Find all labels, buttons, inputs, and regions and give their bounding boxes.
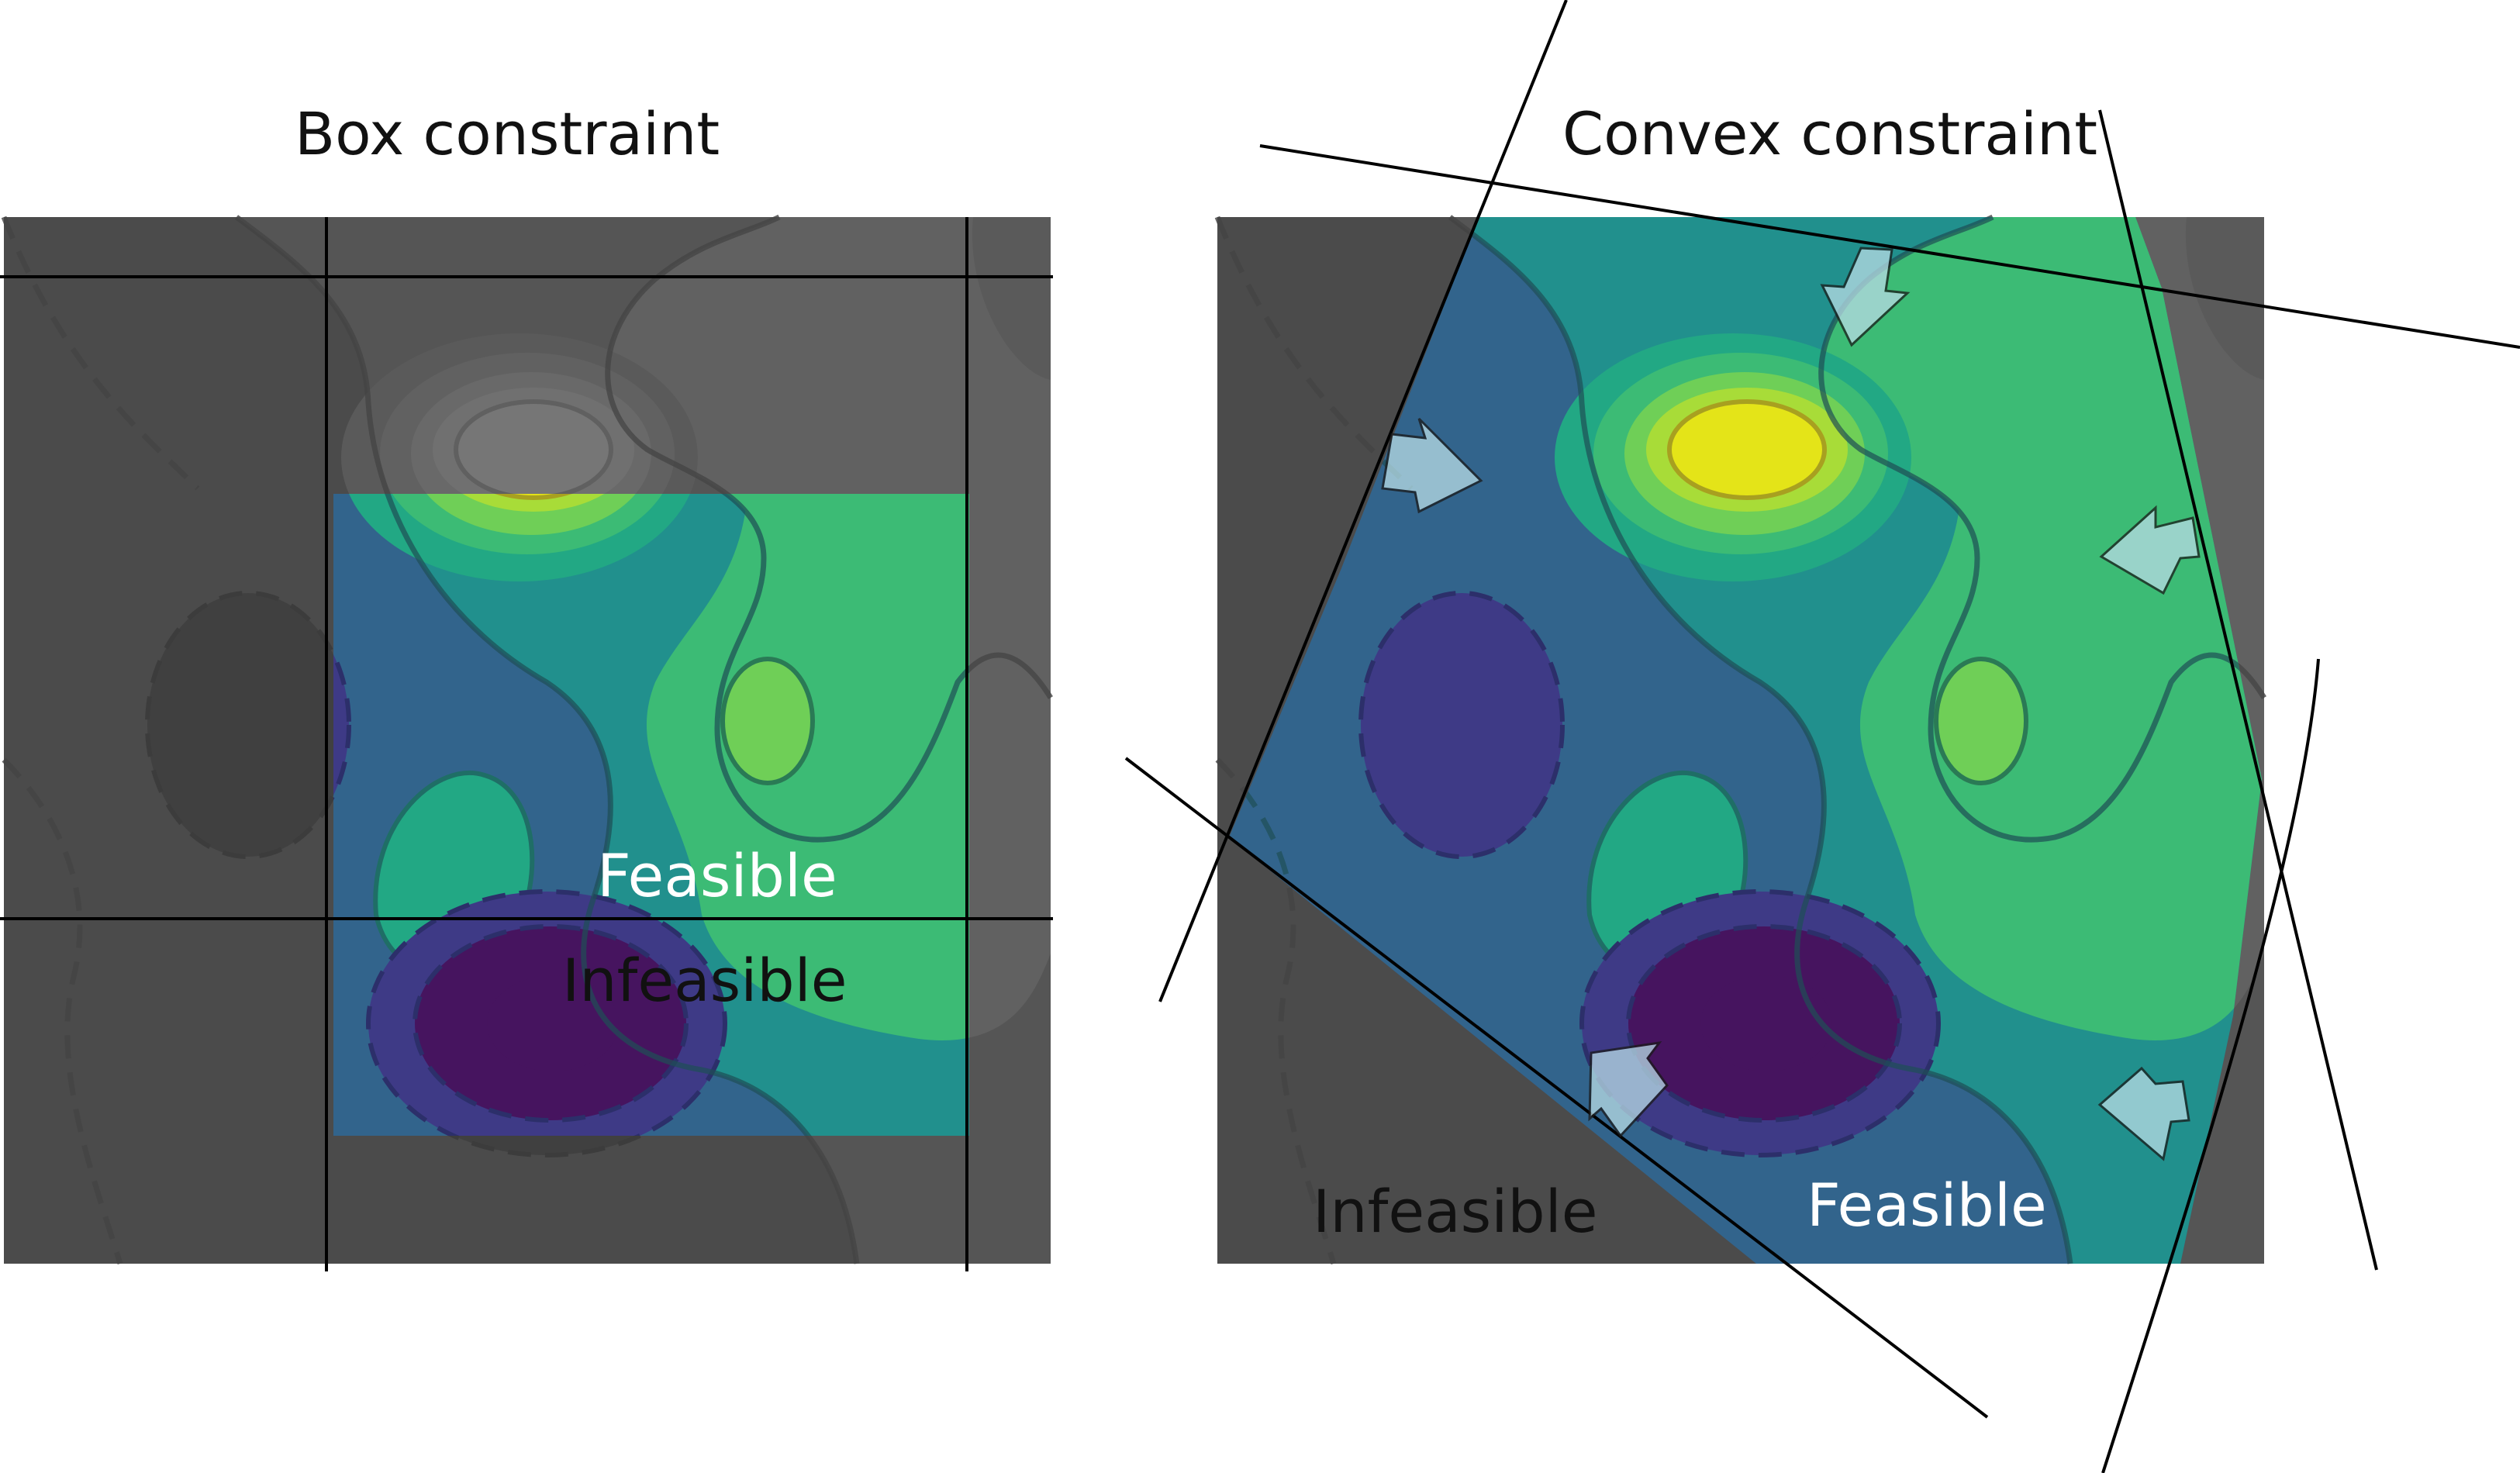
arrow-icon	[1588, 1040, 1669, 1138]
right-infeasible-label: Infeasible	[1313, 1177, 1598, 1246]
convex-constraint-lines	[1124, 0, 2520, 1473]
arrow-icon	[2099, 505, 2201, 595]
left-feasible-label: Feasible	[597, 841, 837, 910]
arrow-icon	[1820, 247, 1911, 347]
right-panel-title: Convex constraint	[1562, 99, 2098, 168]
right-panel	[1124, 0, 2520, 1473]
left-panel	[0, 217, 1053, 1271]
left-panel-title: Box constraint	[295, 99, 720, 168]
box-constraint-lines	[0, 217, 1053, 1271]
left-infeasible-label: Infeasible	[562, 946, 847, 1015]
arrow-icon	[1381, 417, 1483, 514]
arrow-icon	[2097, 1066, 2190, 1161]
constraint-arrows	[1381, 247, 2201, 1161]
right-feasible-label: Feasible	[1807, 1171, 2047, 1240]
